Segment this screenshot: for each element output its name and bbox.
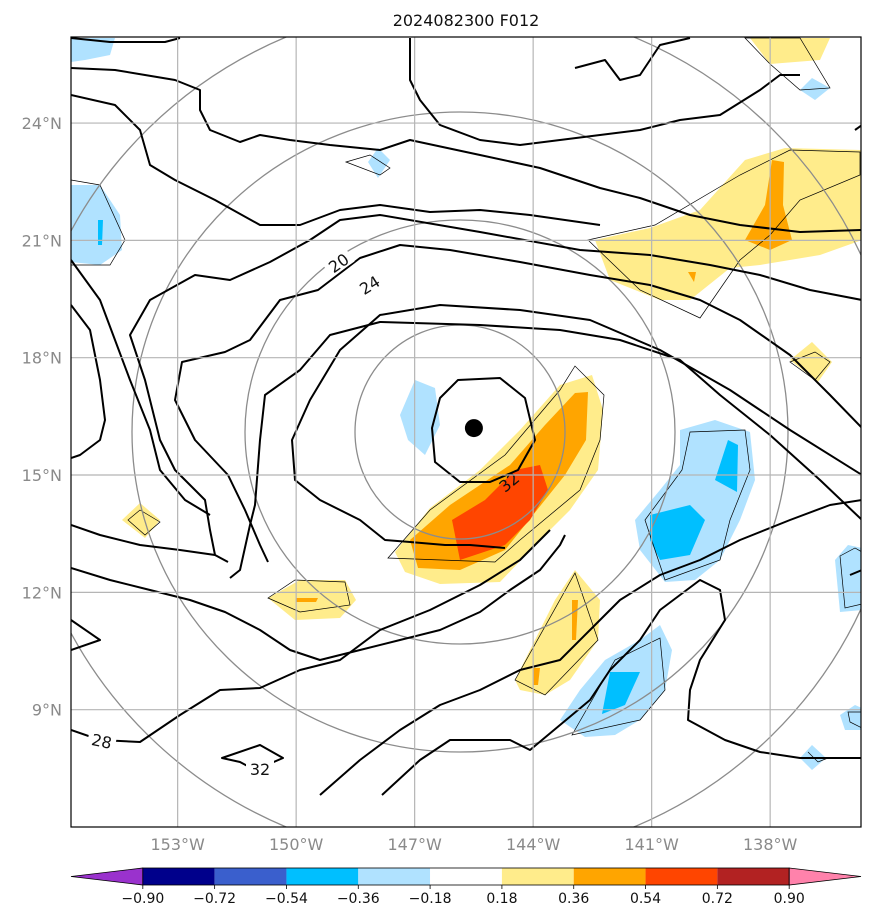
colorbar-segment: [286, 868, 359, 885]
colorbar-segment: [573, 868, 646, 885]
positive-shading: [122, 38, 861, 695]
colorbar-tick-label: −0.72: [193, 891, 236, 907]
shading-outlines: [71, 37, 861, 763]
lat-label: 15°N: [22, 466, 62, 485]
colorbar-tick-label: 0.90: [774, 891, 805, 907]
lon-label: 138°W: [743, 835, 798, 854]
colorbar-tick-label: −0.18: [409, 891, 452, 907]
negative-shading: [71, 38, 861, 770]
lon-label: 147°W: [387, 835, 442, 854]
lat-label: 9°N: [32, 701, 62, 720]
lat-label: 24°N: [22, 114, 62, 133]
colorbar-tick-label: −0.54: [265, 891, 308, 907]
lat-label: 18°N: [22, 349, 62, 368]
colorbar-segment: [430, 868, 502, 885]
colorbar-outline: [142, 867, 790, 886]
storm-center-marker: [464, 419, 483, 438]
colorbar-segment: [645, 868, 718, 885]
map-panel: 20 24 32 28 32: [71, 37, 861, 827]
lat-label: 21°N: [22, 231, 62, 250]
lat-label: 12°N: [22, 583, 62, 602]
lon-label: 141°W: [624, 835, 679, 854]
graticule: [71, 37, 861, 827]
colorbar-tick-label: 0.54: [630, 891, 661, 907]
figure-title: 2024082300 F012: [393, 11, 540, 30]
colorbar-tick-label: −0.90: [121, 891, 164, 907]
colorbar-tick-label: 0.18: [486, 891, 517, 907]
colorbar-segment: [214, 868, 287, 885]
colorbar-segment: [788, 867, 862, 886]
longitude-labels: 153°W 150°W 147°W 144°W 141°W 138°W: [150, 835, 797, 854]
latitude-labels: 24°N 21°N 18°N 15°N 12°N 9°N: [22, 114, 62, 720]
colorbar-tick-label: 0.36: [558, 891, 589, 907]
height-contours: [71, 37, 861, 796]
contour-label-28: 28: [90, 730, 114, 753]
colorbar-segment: [358, 868, 431, 885]
contour-label-32-south: 32: [250, 760, 270, 779]
colorbar-tick-label: −0.36: [337, 891, 380, 907]
lon-label: 153°W: [150, 835, 205, 854]
colorbar-segment: [142, 868, 215, 885]
map-frame: [70, 36, 862, 828]
colorbar-tick-label: 0.72: [702, 891, 733, 907]
lon-label: 150°W: [269, 835, 324, 854]
range-rings: [71, 37, 861, 827]
colorbar-segment: [717, 868, 790, 885]
colorbar-segment: [501, 868, 574, 885]
colorbar: −0.90 −0.72 −0.54 −0.36 −0.18 0.18 0.36 0.54 0.7…: [70, 867, 862, 907]
lon-label: 144°W: [506, 835, 561, 854]
colorbar-segment: [70, 867, 144, 886]
